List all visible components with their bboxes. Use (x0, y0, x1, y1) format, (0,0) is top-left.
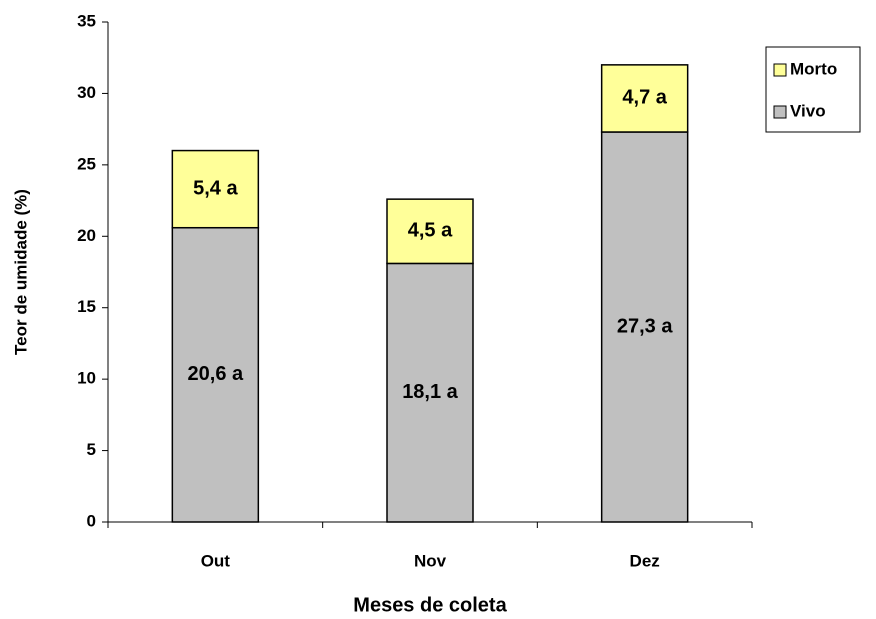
y-axis-label: Teor de umidade (%) (11, 189, 30, 355)
legend-swatch (773, 63, 787, 77)
y-tick-label: 0 (87, 511, 96, 530)
x-axis-label: Meses de coleta (353, 594, 507, 616)
bar-segment (600, 64, 689, 133)
legend-swatch (773, 105, 787, 119)
x-tick-label: Out (201, 551, 231, 570)
value-label: 18,1 a (402, 381, 458, 403)
x-tick-label: Nov (414, 551, 447, 570)
value-label: 4,7 a (622, 87, 667, 109)
bar-segment (171, 149, 260, 229)
bar-segment (171, 226, 260, 523)
value-label: 27,3 a (617, 315, 673, 337)
y-tick-label: 15 (77, 297, 96, 316)
y-tick-label: 10 (77, 369, 96, 388)
legend-label: Vivo (790, 101, 826, 120)
value-label: 20,6 a (188, 363, 244, 385)
y-tick-label: 5 (87, 440, 96, 459)
value-label: 4,5 a (408, 220, 453, 242)
y-tick-label: 25 (77, 154, 96, 173)
y-tick-label: 35 (77, 11, 96, 30)
value-label: 5,4 a (193, 177, 238, 199)
y-tick-label: 20 (77, 226, 96, 245)
bar-segment (386, 198, 474, 265)
legend-label: Morto (790, 59, 837, 78)
y-tick-label: 30 (77, 83, 96, 102)
x-tick-label: Dez (630, 551, 660, 570)
